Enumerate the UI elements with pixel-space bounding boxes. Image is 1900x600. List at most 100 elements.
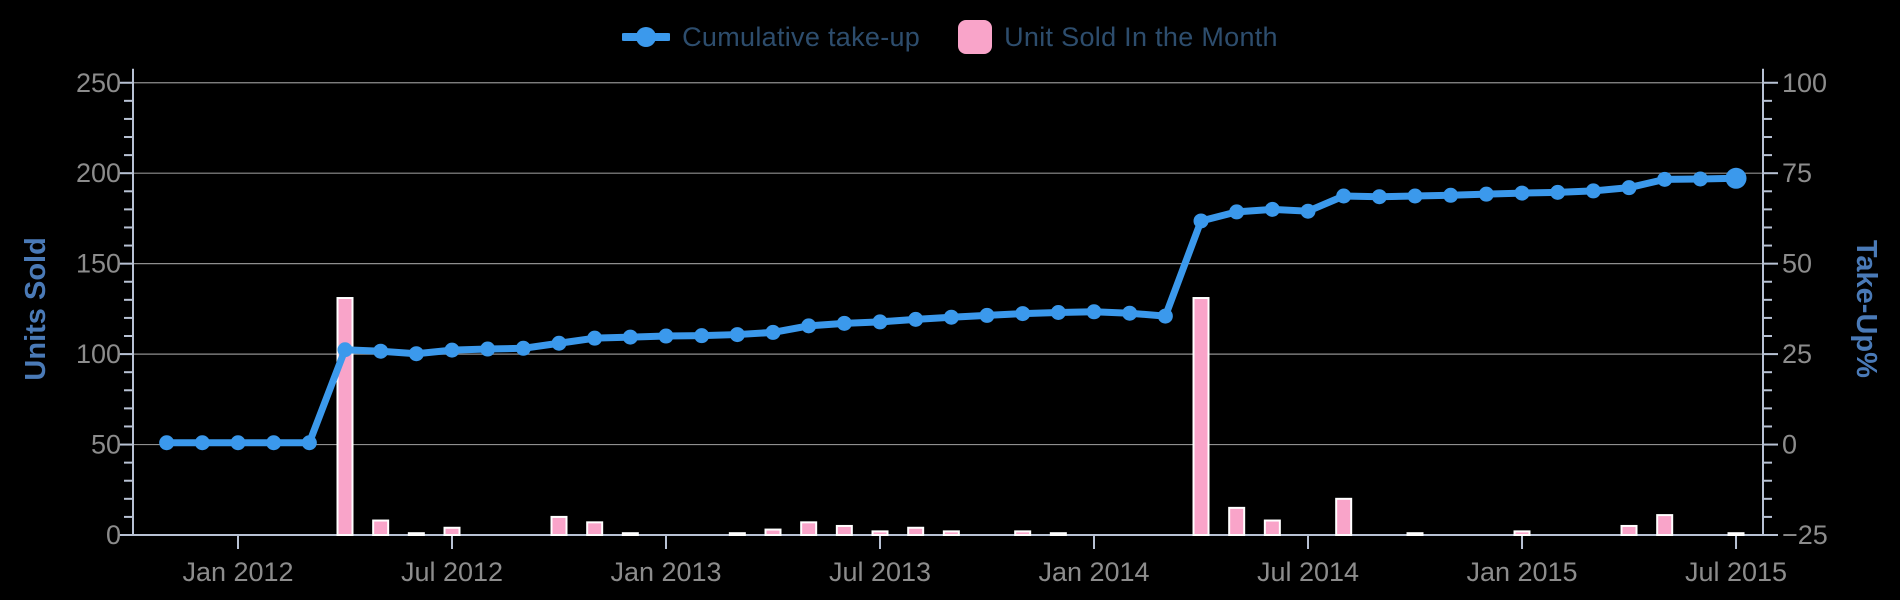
bar-series <box>336 297 1745 537</box>
legend-label: Unit Sold In the Month <box>1004 21 1278 52</box>
bar-unit-sold <box>764 528 782 536</box>
line-point <box>1621 180 1637 196</box>
line-point <box>1157 308 1173 324</box>
bar-unit-sold <box>942 530 960 537</box>
right-axis-tick-label: 100 <box>1782 68 1827 98</box>
bar-unit-sold <box>1014 530 1032 537</box>
right-axis-tick-label: 50 <box>1782 249 1812 279</box>
bar-unit-sold <box>1406 532 1424 536</box>
line-point <box>836 315 852 331</box>
line-point <box>1585 183 1601 199</box>
line-dot-icon <box>622 27 671 47</box>
line-point <box>1443 187 1459 203</box>
line-point <box>943 309 959 325</box>
line-point <box>1050 304 1066 320</box>
line-point <box>1657 171 1673 187</box>
x-axis-tick-label: Jan 2013 <box>610 557 721 587</box>
x-axis-tick-label: Jul 2014 <box>1257 557 1359 587</box>
bar-unit-sold <box>907 526 925 536</box>
line-point <box>1193 213 1209 229</box>
bar-unit-sold <box>1263 519 1281 537</box>
right-axis-tick-label: 75 <box>1782 158 1812 188</box>
line-point <box>159 435 175 451</box>
line-point <box>1407 188 1423 204</box>
line-point <box>694 328 710 344</box>
x-axis-tick-label: Jul 2012 <box>401 557 503 587</box>
left-axis-tick-label: 0 <box>106 520 121 550</box>
line-point <box>337 342 353 358</box>
line-point <box>872 314 888 330</box>
bar-unit-sold <box>871 530 889 537</box>
bar-unit-sold <box>443 526 461 536</box>
line-point <box>908 311 924 327</box>
line-point <box>373 343 389 359</box>
bar-unit-sold <box>1727 532 1745 536</box>
line-point <box>622 329 638 345</box>
bar-unit-sold <box>1656 514 1674 537</box>
line-point <box>1550 184 1566 200</box>
line-point <box>1514 185 1530 201</box>
line-point <box>1725 167 1747 189</box>
bar-unit-sold <box>1228 506 1246 536</box>
bar-unit-sold <box>800 521 818 536</box>
right-axis-title: Take-Up% <box>1850 240 1882 378</box>
left-axis-tick-label: 100 <box>76 339 121 369</box>
line-point <box>444 342 460 358</box>
line-point <box>1336 188 1352 204</box>
line-point <box>729 327 745 343</box>
line-point <box>1015 306 1031 322</box>
line-point <box>408 346 424 362</box>
x-axis-tick-label: Jul 2013 <box>829 557 931 587</box>
bar-unit-sold <box>586 521 604 536</box>
line-point <box>1086 304 1102 320</box>
line-point <box>801 318 817 334</box>
line-point <box>979 307 995 323</box>
line-point <box>658 328 674 344</box>
bar-swatch-icon <box>958 20 993 54</box>
line-point <box>301 435 317 451</box>
left-axis-title: Units Sold <box>20 237 52 380</box>
legend-item-cumulative-take-up[interactable]: Cumulative take-up <box>622 22 920 53</box>
right-axis-tick-label: −25 <box>1782 520 1828 550</box>
line-point <box>765 324 781 340</box>
left-axis-tick-label: 250 <box>76 68 121 98</box>
left-axis-tick-label: 150 <box>76 249 121 279</box>
bar-unit-sold <box>372 519 390 537</box>
legend-item-unit-sold[interactable]: Unit Sold In the Month <box>958 20 1278 54</box>
line-point <box>230 435 246 451</box>
bar-unit-sold <box>621 532 639 536</box>
right-axis-tick-label: 0 <box>1782 430 1797 460</box>
line-point <box>266 435 282 451</box>
bar-unit-sold <box>1049 532 1067 536</box>
line-point <box>480 341 496 357</box>
line-point <box>1229 204 1245 220</box>
bar-unit-sold <box>407 532 425 536</box>
legend-label: Cumulative take-up <box>682 21 921 52</box>
x-axis-tick-label: Jan 2015 <box>1466 557 1577 587</box>
x-axis-tick-label: Jan 2012 <box>182 557 293 587</box>
bar-unit-sold <box>336 297 354 536</box>
left-axis-tick-label: 50 <box>91 430 121 460</box>
line-point <box>515 340 531 356</box>
line-point <box>551 335 567 351</box>
x-axis-tick-label: Jan 2014 <box>1038 557 1149 587</box>
line-point <box>1478 186 1494 202</box>
bar-unit-sold <box>550 515 568 536</box>
x-axis-tick-label: Jul 2015 <box>1685 557 1787 587</box>
line-point <box>1264 201 1280 217</box>
chart-legend: Cumulative take-up Unit Sold In the Mont… <box>0 20 1900 54</box>
gridlines <box>133 82 1763 536</box>
line-point <box>587 330 603 346</box>
bar-unit-sold <box>1335 497 1353 537</box>
line-point <box>1300 203 1316 219</box>
line-point <box>1122 305 1138 321</box>
bar-unit-sold <box>728 532 746 536</box>
left-axis-tick-label: 200 <box>76 158 121 188</box>
right-axis-tick-label: 25 <box>1782 339 1812 369</box>
bar-unit-sold <box>1192 297 1210 536</box>
bar-unit-sold <box>835 524 853 537</box>
line-series <box>159 167 1747 451</box>
bar-unit-sold <box>1513 530 1531 537</box>
